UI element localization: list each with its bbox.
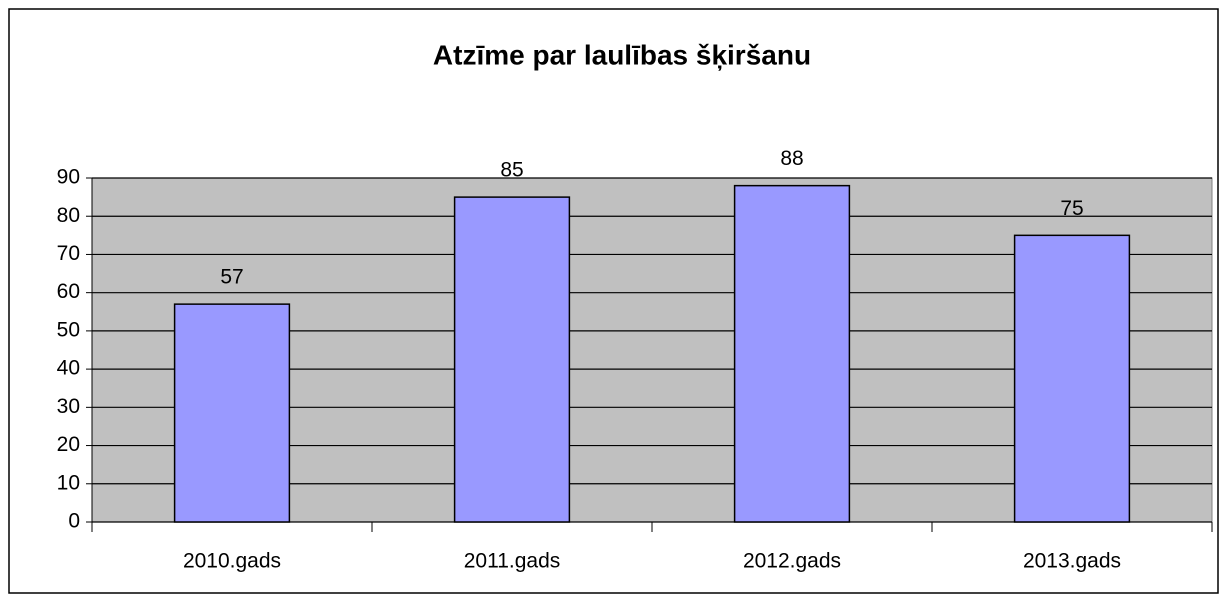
bar (453, 196, 571, 523)
value-label: 85 (500, 159, 523, 182)
y-tick-label: 30 (57, 395, 80, 418)
bar (173, 303, 291, 523)
chart-title: Atzīme par laulības šķiršanu (433, 39, 811, 70)
y-tick-label: 60 (57, 280, 80, 303)
y-tick-label: 0 (68, 510, 80, 533)
x-tick-label: 2010.gads (183, 550, 281, 573)
value-label: 57 (220, 266, 243, 289)
x-tick-label: 2013.gads (1023, 550, 1121, 573)
x-tick-label: 2012.gads (743, 550, 841, 573)
y-tick-label: 90 (57, 166, 80, 189)
y-tick-label: 40 (57, 357, 80, 380)
y-tick-label: 80 (57, 204, 80, 227)
y-tick-label: 70 (57, 242, 80, 265)
value-label: 75 (1060, 197, 1083, 220)
x-tick-label: 2011.gads (464, 550, 561, 573)
y-tick-label: 50 (57, 318, 80, 341)
bar (733, 184, 851, 523)
bar (1013, 234, 1131, 523)
y-tick-label: 20 (57, 433, 80, 456)
value-label: 88 (780, 147, 803, 170)
y-tick-label: 10 (57, 471, 80, 494)
